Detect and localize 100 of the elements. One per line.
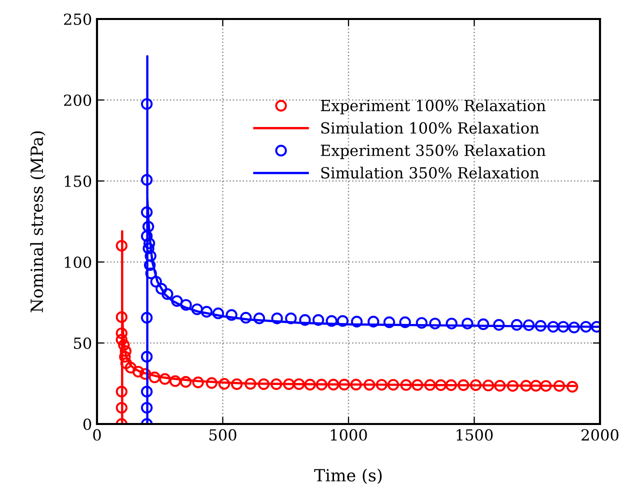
- point: [169, 375, 182, 387]
- point: [116, 402, 128, 414]
- legend-label: Experiment 350% Relaxation: [320, 144, 546, 160]
- point: [429, 318, 441, 330]
- legend-label: Simulation 350% Relaxation: [321, 166, 540, 179]
- point: [140, 402, 153, 414]
- point: [494, 380, 506, 392]
- point: [326, 315, 338, 327]
- point: [116, 311, 128, 323]
- point: [553, 380, 566, 392]
- point: [566, 380, 578, 393]
- point: [140, 230, 153, 242]
- point: [364, 378, 376, 391]
- point: [192, 376, 204, 388]
- point: [140, 98, 153, 110]
- point: [547, 320, 560, 333]
- point: [336, 315, 349, 327]
- point: [530, 380, 542, 392]
- point: [506, 380, 519, 392]
- point: [271, 312, 283, 324]
- point: [180, 299, 192, 311]
- point: [399, 316, 411, 328]
- point: [434, 379, 447, 391]
- point: [116, 240, 128, 252]
- point: [140, 174, 153, 186]
- point: [316, 378, 328, 390]
- point: [212, 308, 224, 320]
- y-axis-title: Nominal stress (MPa): [30, 131, 46, 312]
- point: [200, 306, 212, 318]
- y-tick-label: 250: [64, 13, 92, 26]
- point: [510, 319, 523, 331]
- point: [350, 316, 363, 328]
- point: [522, 319, 535, 332]
- point: [140, 386, 153, 398]
- y-tick-label: 100: [64, 256, 92, 268]
- x-tick-label: 1000: [330, 429, 367, 441]
- point: [116, 386, 128, 398]
- point: [424, 379, 436, 391]
- legend-label: Experiment 100% Relaxation: [320, 99, 546, 114]
- x-axis-title: Time (s): [314, 468, 382, 484]
- point: [338, 378, 350, 390]
- point: [445, 379, 457, 391]
- point: [400, 379, 412, 391]
- point: [253, 312, 266, 324]
- point: [387, 378, 400, 391]
- point: [150, 276, 162, 288]
- point: [139, 368, 152, 380]
- point: [368, 316, 380, 328]
- point: [206, 377, 218, 389]
- point: [580, 320, 592, 333]
- point: [534, 320, 546, 332]
- point: [230, 378, 243, 390]
- point: [446, 318, 458, 330]
- point: [140, 206, 153, 218]
- x-tick-label: 2000: [582, 429, 618, 441]
- point: [462, 318, 474, 330]
- point: [218, 378, 230, 390]
- point: [120, 345, 132, 357]
- point: [124, 362, 137, 374]
- point: [258, 378, 270, 390]
- point: [493, 319, 505, 331]
- y-tick-label: 150: [64, 175, 92, 188]
- y-tick-label: 50: [74, 337, 92, 350]
- point: [116, 334, 128, 346]
- legend-label: Simulation 100% Relaxation: [321, 122, 540, 134]
- point: [312, 314, 324, 326]
- point: [383, 316, 396, 328]
- point: [144, 259, 156, 271]
- x-tick-label: 1500: [456, 429, 493, 441]
- point: [140, 312, 153, 324]
- point: [148, 372, 160, 384]
- point: [132, 366, 144, 378]
- point: [180, 376, 192, 388]
- point: [540, 380, 552, 392]
- point: [416, 317, 428, 329]
- point: [283, 378, 295, 390]
- point: [116, 327, 128, 340]
- point: [412, 379, 424, 391]
- point: [520, 380, 532, 392]
- point: [285, 312, 297, 324]
- point: [244, 378, 256, 390]
- point: [270, 378, 282, 390]
- point: [350, 378, 362, 390]
- y-tick-label: 0: [83, 418, 92, 430]
- point: [191, 303, 203, 316]
- point: [171, 295, 183, 307]
- point: [557, 320, 570, 333]
- point: [328, 378, 340, 390]
- point: [304, 378, 316, 390]
- point: [140, 350, 153, 363]
- point: [142, 242, 154, 254]
- point: [477, 318, 490, 330]
- point: [144, 250, 156, 262]
- point: [293, 378, 305, 390]
- point: [162, 288, 174, 300]
- point: [376, 378, 388, 391]
- point: [119, 350, 131, 363]
- point: [470, 379, 482, 391]
- point: [299, 314, 311, 326]
- point: [142, 220, 154, 233]
